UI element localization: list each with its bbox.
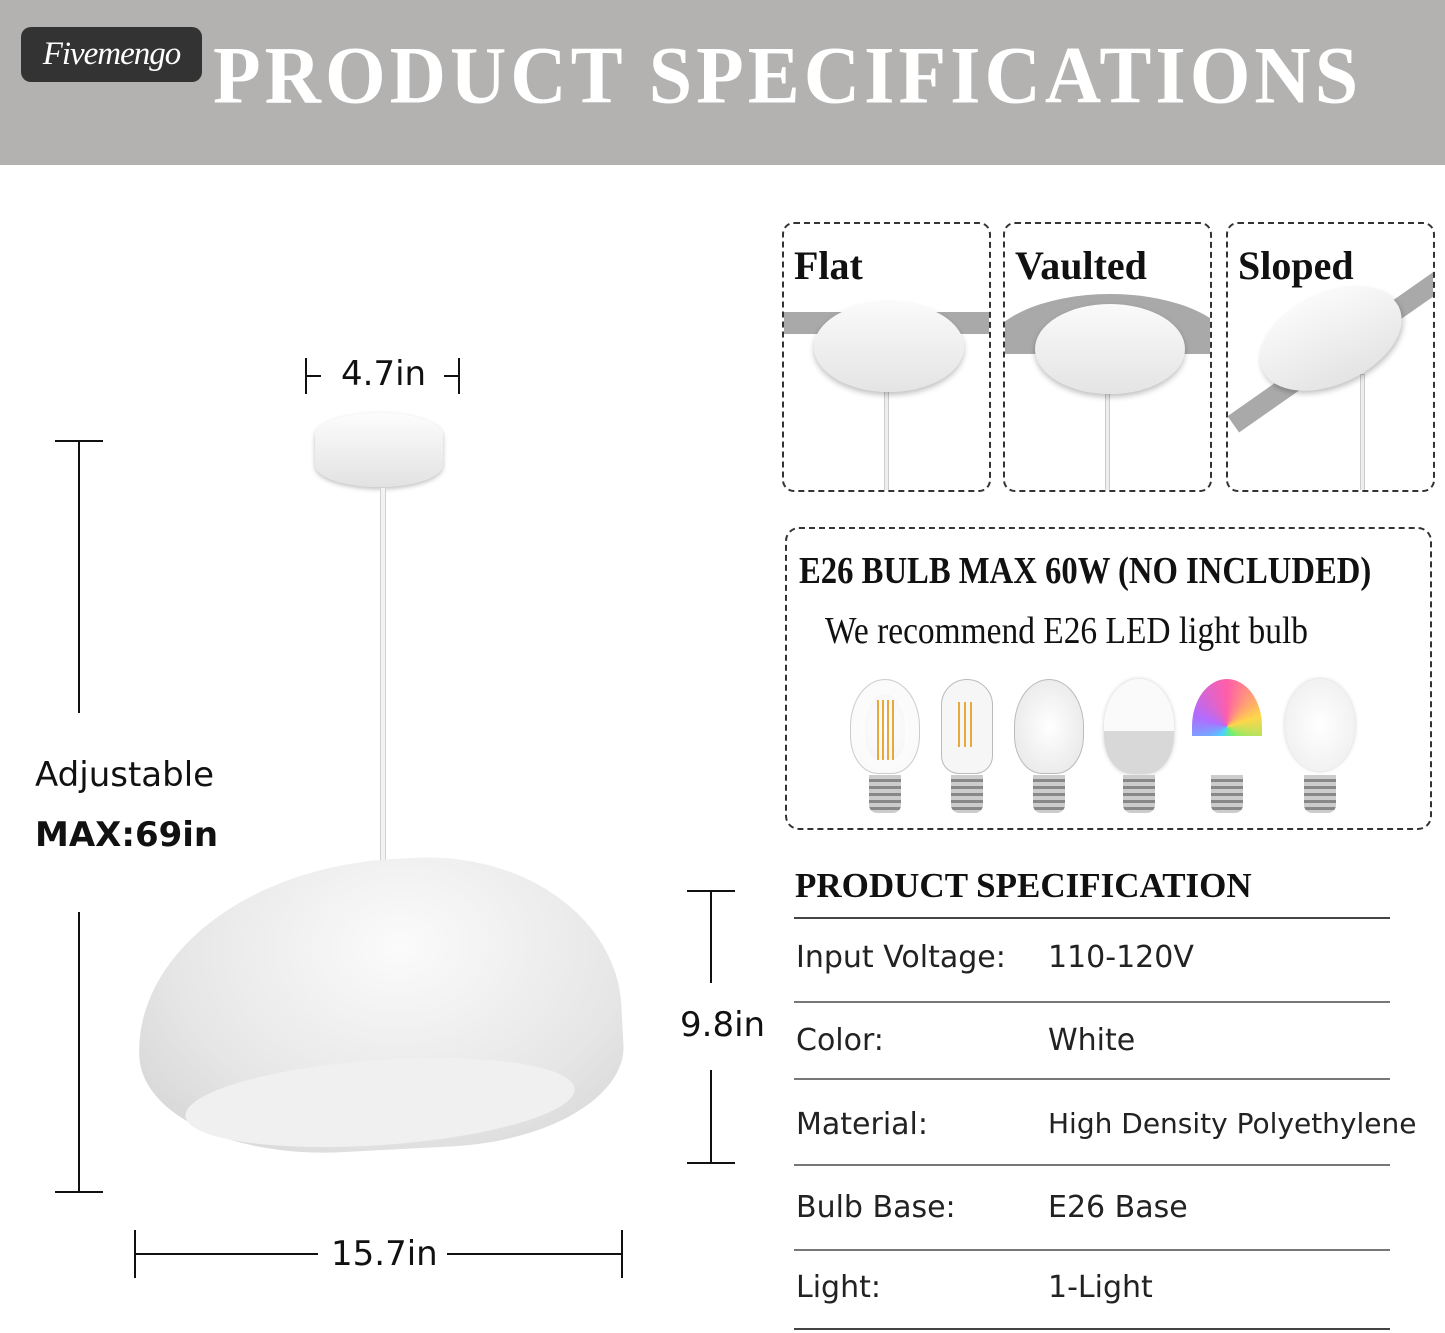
- canopy-width-label: 4.7in: [341, 354, 427, 394]
- clear-incandescent-bulb-icon: [1009, 679, 1089, 819]
- spec-value: E26 Base: [1048, 1190, 1188, 1225]
- spec-value: White: [1048, 1023, 1136, 1058]
- spec-value: 110-120V: [1048, 940, 1194, 975]
- spec-label: Light:: [796, 1270, 881, 1305]
- bulb-recommendation: We recommend E26 LED light bulb: [825, 610, 1309, 652]
- spec-value: 1-Light: [1048, 1270, 1153, 1305]
- divider: [794, 1001, 1390, 1003]
- pendant-canopy: [315, 413, 443, 487]
- spec-label: Color:: [796, 1023, 884, 1058]
- frosted-globe-bulb-icon: [1280, 679, 1360, 819]
- filament-a19-bulb-icon: [845, 679, 925, 819]
- pendant-cord: [380, 487, 386, 867]
- divider: [794, 917, 1390, 919]
- mount-label: Sloped: [1238, 243, 1354, 288]
- shade-width-label: 15.7in: [331, 1234, 438, 1274]
- rgb-led-bulb-icon: [1187, 679, 1267, 819]
- spec-value: High Density Polyethylene: [1048, 1107, 1417, 1140]
- mount-sloped: Sloped: [1226, 222, 1435, 492]
- spec-table-title: PRODUCT SPECIFICATION: [795, 866, 1252, 905]
- mount-flat: Flat: [782, 222, 991, 492]
- filament-t-bulb-icon: [927, 679, 1007, 819]
- divider: [794, 1078, 1390, 1080]
- shade-height-label: 9.8in: [680, 1005, 766, 1045]
- divider: [794, 1164, 1390, 1166]
- mount-label: Vaulted: [1015, 243, 1147, 288]
- divider: [794, 1328, 1390, 1330]
- mount-label: Flat: [794, 243, 863, 288]
- adjustable-label: Adjustable: [35, 755, 215, 795]
- bulb-info-box: E26 BULB MAX 60W (NO INCLUDED) We recomm…: [785, 527, 1432, 830]
- led-a19-bulb-icon: [1099, 679, 1179, 819]
- header-banner: Fivemengo PRODUCT SPECIFICATIONS: [0, 0, 1445, 165]
- brand-logo: Fivemengo: [21, 27, 202, 82]
- mount-vaulted: Vaulted: [1003, 222, 1212, 492]
- spec-label: Bulb Base:: [796, 1190, 956, 1225]
- divider: [794, 1249, 1390, 1251]
- max-length-label: MAX:69in: [35, 815, 219, 855]
- spec-label: Input Voltage:: [796, 940, 1006, 975]
- bulb-title: E26 BULB MAX 60W (NO INCLUDED): [799, 550, 1372, 592]
- page-title: PRODUCT SPECIFICATIONS: [213, 28, 1363, 121]
- spec-label: Material:: [796, 1107, 928, 1142]
